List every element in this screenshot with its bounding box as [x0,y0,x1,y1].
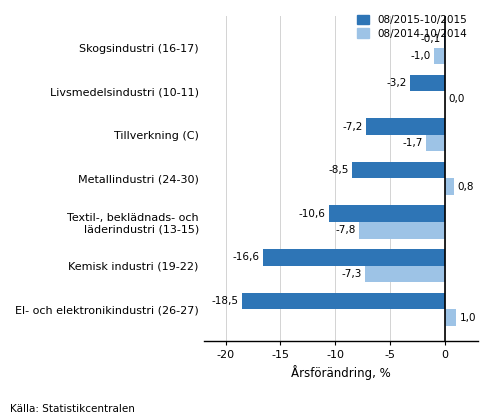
Bar [359,222,445,239]
Bar [444,31,445,47]
Text: -1,7: -1,7 [403,138,423,148]
Bar [263,249,445,266]
Text: -7,3: -7,3 [341,269,362,279]
Bar [365,266,445,282]
X-axis label: Årsförändring, %: Årsförändring, % [291,365,390,380]
Text: -7,2: -7,2 [342,121,363,131]
Text: -3,2: -3,2 [387,78,407,88]
Text: -16,6: -16,6 [233,253,260,262]
Legend: 08/2015-10/2015, 08/2014-10/2014: 08/2015-10/2015, 08/2014-10/2014 [357,15,467,39]
Bar [426,135,445,151]
Text: Källa: Statistikcentralen: Källa: Statistikcentralen [10,404,135,414]
Bar [434,47,445,64]
Bar [445,178,454,195]
Text: -10,6: -10,6 [299,209,325,219]
Bar [242,293,445,310]
Bar [445,310,456,326]
Text: 0,0: 0,0 [448,94,465,104]
Text: -1,0: -1,0 [411,51,431,61]
Bar [410,74,445,91]
Text: -0,1: -0,1 [421,34,441,44]
Text: -18,5: -18,5 [211,296,239,306]
Bar [329,206,445,222]
Bar [366,118,445,135]
Text: 0,8: 0,8 [457,182,474,192]
Text: 1,0: 1,0 [459,312,476,323]
Text: -8,5: -8,5 [328,165,349,175]
Text: -7,8: -7,8 [336,225,356,235]
Bar [352,162,445,178]
